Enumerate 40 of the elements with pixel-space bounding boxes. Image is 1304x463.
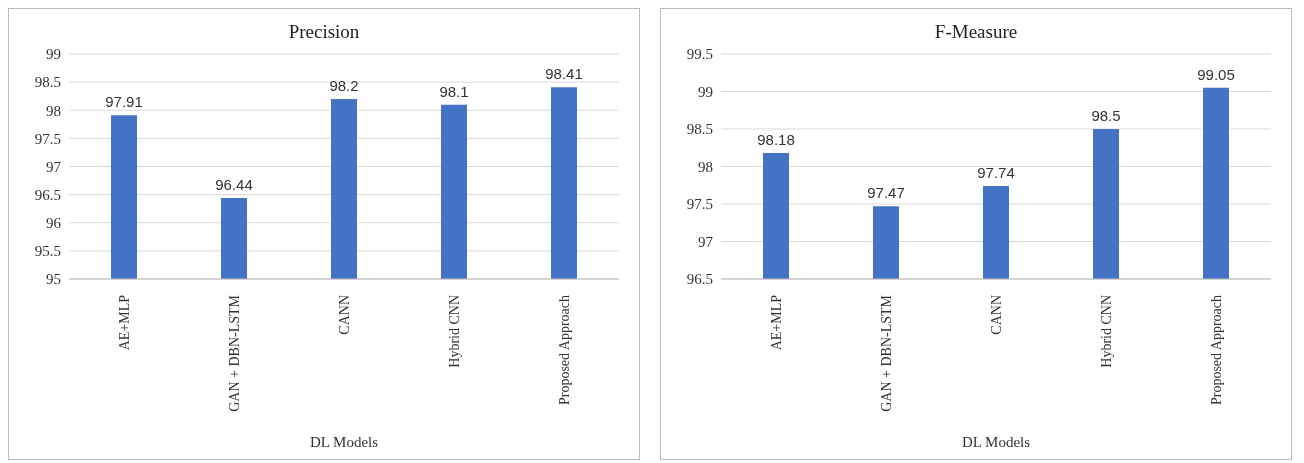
x-tick-label: CANN — [988, 295, 1004, 335]
y-tick-label: 98 — [698, 158, 713, 175]
data-label: 97.47 — [867, 184, 905, 202]
y-tick-label: 98.5 — [686, 121, 713, 138]
data-label: 97.91 — [105, 93, 143, 111]
y-tick-label: 97.5 — [34, 130, 61, 147]
x-tick-label: Hybrid CNN — [1098, 295, 1114, 368]
data-label: 96.44 — [215, 176, 253, 193]
x-tick-label: AE+MLP — [116, 294, 132, 351]
data-label: 98.1 — [439, 82, 469, 100]
y-tick-label: 97 — [698, 233, 714, 250]
y-tick-label: 95.5 — [34, 243, 61, 260]
y-tick-label: 96.5 — [686, 271, 713, 288]
x-tick-label: GAN + DBN-LSTM — [226, 294, 242, 412]
y-tick-label: 97 — [46, 158, 62, 175]
y-tick-label: 99 — [698, 83, 713, 100]
x-tick-label: Proposed Approach — [1208, 295, 1224, 406]
data-label: 98.18 — [757, 131, 795, 148]
x-tick-label: CANN — [336, 295, 352, 335]
x-tick-label: GAN + DBN-LSTM — [878, 294, 894, 412]
y-tick-label: 98.5 — [34, 74, 61, 91]
y-tick-label: 99.5 — [686, 46, 713, 63]
data-label: 98.41 — [545, 65, 583, 83]
x-axis-title: DL Models — [308, 434, 380, 451]
chart-title: F-Measure — [933, 21, 1019, 43]
y-tick-label: 95 — [46, 271, 61, 288]
data-label: 99.05 — [1197, 65, 1235, 83]
y-tick-label: 97.5 — [686, 196, 713, 213]
x-tick-label: AE+MLP — [768, 294, 784, 351]
x-tick-label: Hybrid CNN — [446, 295, 462, 368]
y-tick-label: 96.5 — [34, 186, 61, 203]
data-label: 98.5 — [1091, 107, 1121, 124]
y-tick-label: 96 — [46, 215, 62, 232]
x-axis-title: DL Models — [960, 434, 1032, 451]
y-tick-label: 98 — [46, 102, 61, 119]
data-label: 98.2 — [329, 77, 359, 94]
chart-title: Precision — [287, 21, 361, 43]
data-label: 97.74 — [977, 164, 1015, 181]
x-tick-label: Proposed Approach — [556, 295, 572, 406]
y-tick-label: 99 — [46, 46, 61, 63]
